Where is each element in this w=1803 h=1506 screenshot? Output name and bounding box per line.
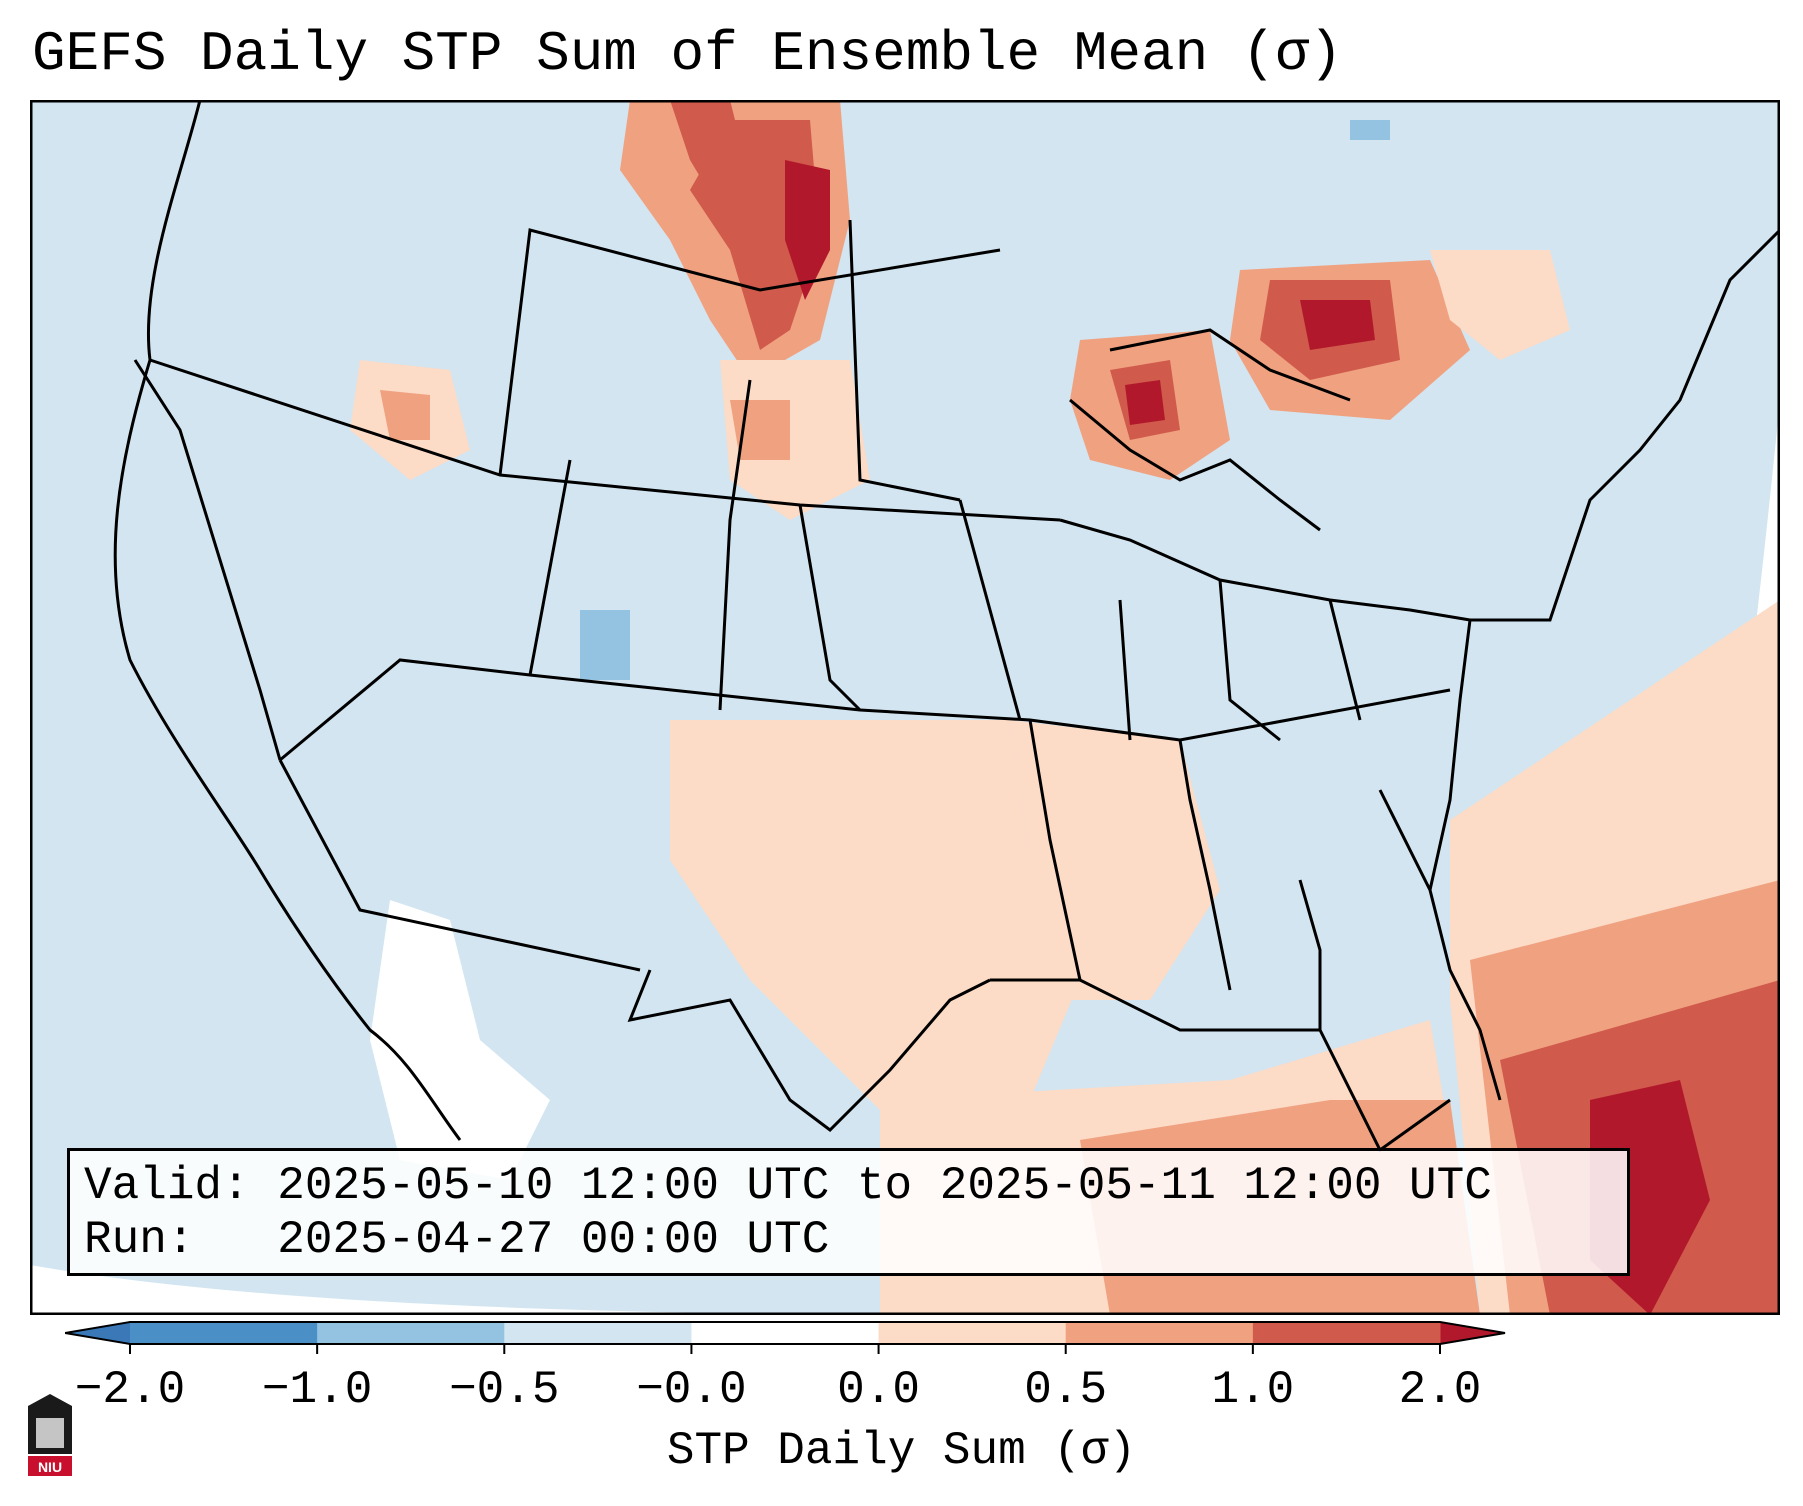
colorbar-tick-label: −0.0 <box>636 1364 746 1416</box>
colorbar-tick-label: 2.0 <box>1399 1364 1482 1416</box>
colorbar-segment <box>1065 1322 1254 1344</box>
projection-edge-bottom <box>30 1265 930 1315</box>
run-label: Run: <box>84 1214 195 1266</box>
geographic-boundaries <box>113 100 1780 1153</box>
colorbar-tick-label: 0.0 <box>837 1364 920 1416</box>
niu-logo: NIU <box>28 1394 72 1476</box>
colorbar-extend-high <box>1440 1322 1505 1344</box>
map-panel <box>30 100 1780 1315</box>
valid-value: 2025-05-10 12:00 UTC to 2025-05-11 12:00… <box>277 1160 1492 1212</box>
colorbar-segment <box>504 1322 692 1344</box>
colorbar-segment <box>130 1322 318 1344</box>
colorbar-tick-label: 1.0 <box>1211 1364 1294 1416</box>
colorbar-segment <box>878 1322 1067 1344</box>
colorbar-label: STP Daily Sum (σ) <box>666 1425 1137 1477</box>
valid-label: Valid: <box>84 1160 250 1212</box>
colorbar-tick-label: 0.5 <box>1024 1364 1107 1416</box>
valid-run-info-box: Valid: 2025-05-10 12:00 UTC to 2025-05-1… <box>67 1148 1630 1276</box>
colorbar-tick-label: −1.0 <box>262 1364 372 1416</box>
colorbar-tick-label: −0.5 <box>449 1364 559 1416</box>
colorbar-extend-low <box>65 1322 130 1344</box>
chart-title: GEFS Daily STP Sum of Ensemble Mean (σ) <box>32 22 1343 86</box>
map-frame <box>30 100 1780 1315</box>
colorbar: −2.0 −1.0 −0.5 −0.0 0.0 0.5 1.0 2.0 <box>65 1321 1506 1416</box>
colorbar-tick-label: −2.0 <box>75 1364 185 1416</box>
colorbar-segment <box>691 1322 880 1344</box>
logo-text: NIU <box>38 1459 62 1475</box>
colorbar-segment <box>1252 1322 1441 1344</box>
run-value: 2025-04-27 00:00 UTC <box>277 1214 830 1266</box>
colorbar-segment <box>317 1322 505 1344</box>
